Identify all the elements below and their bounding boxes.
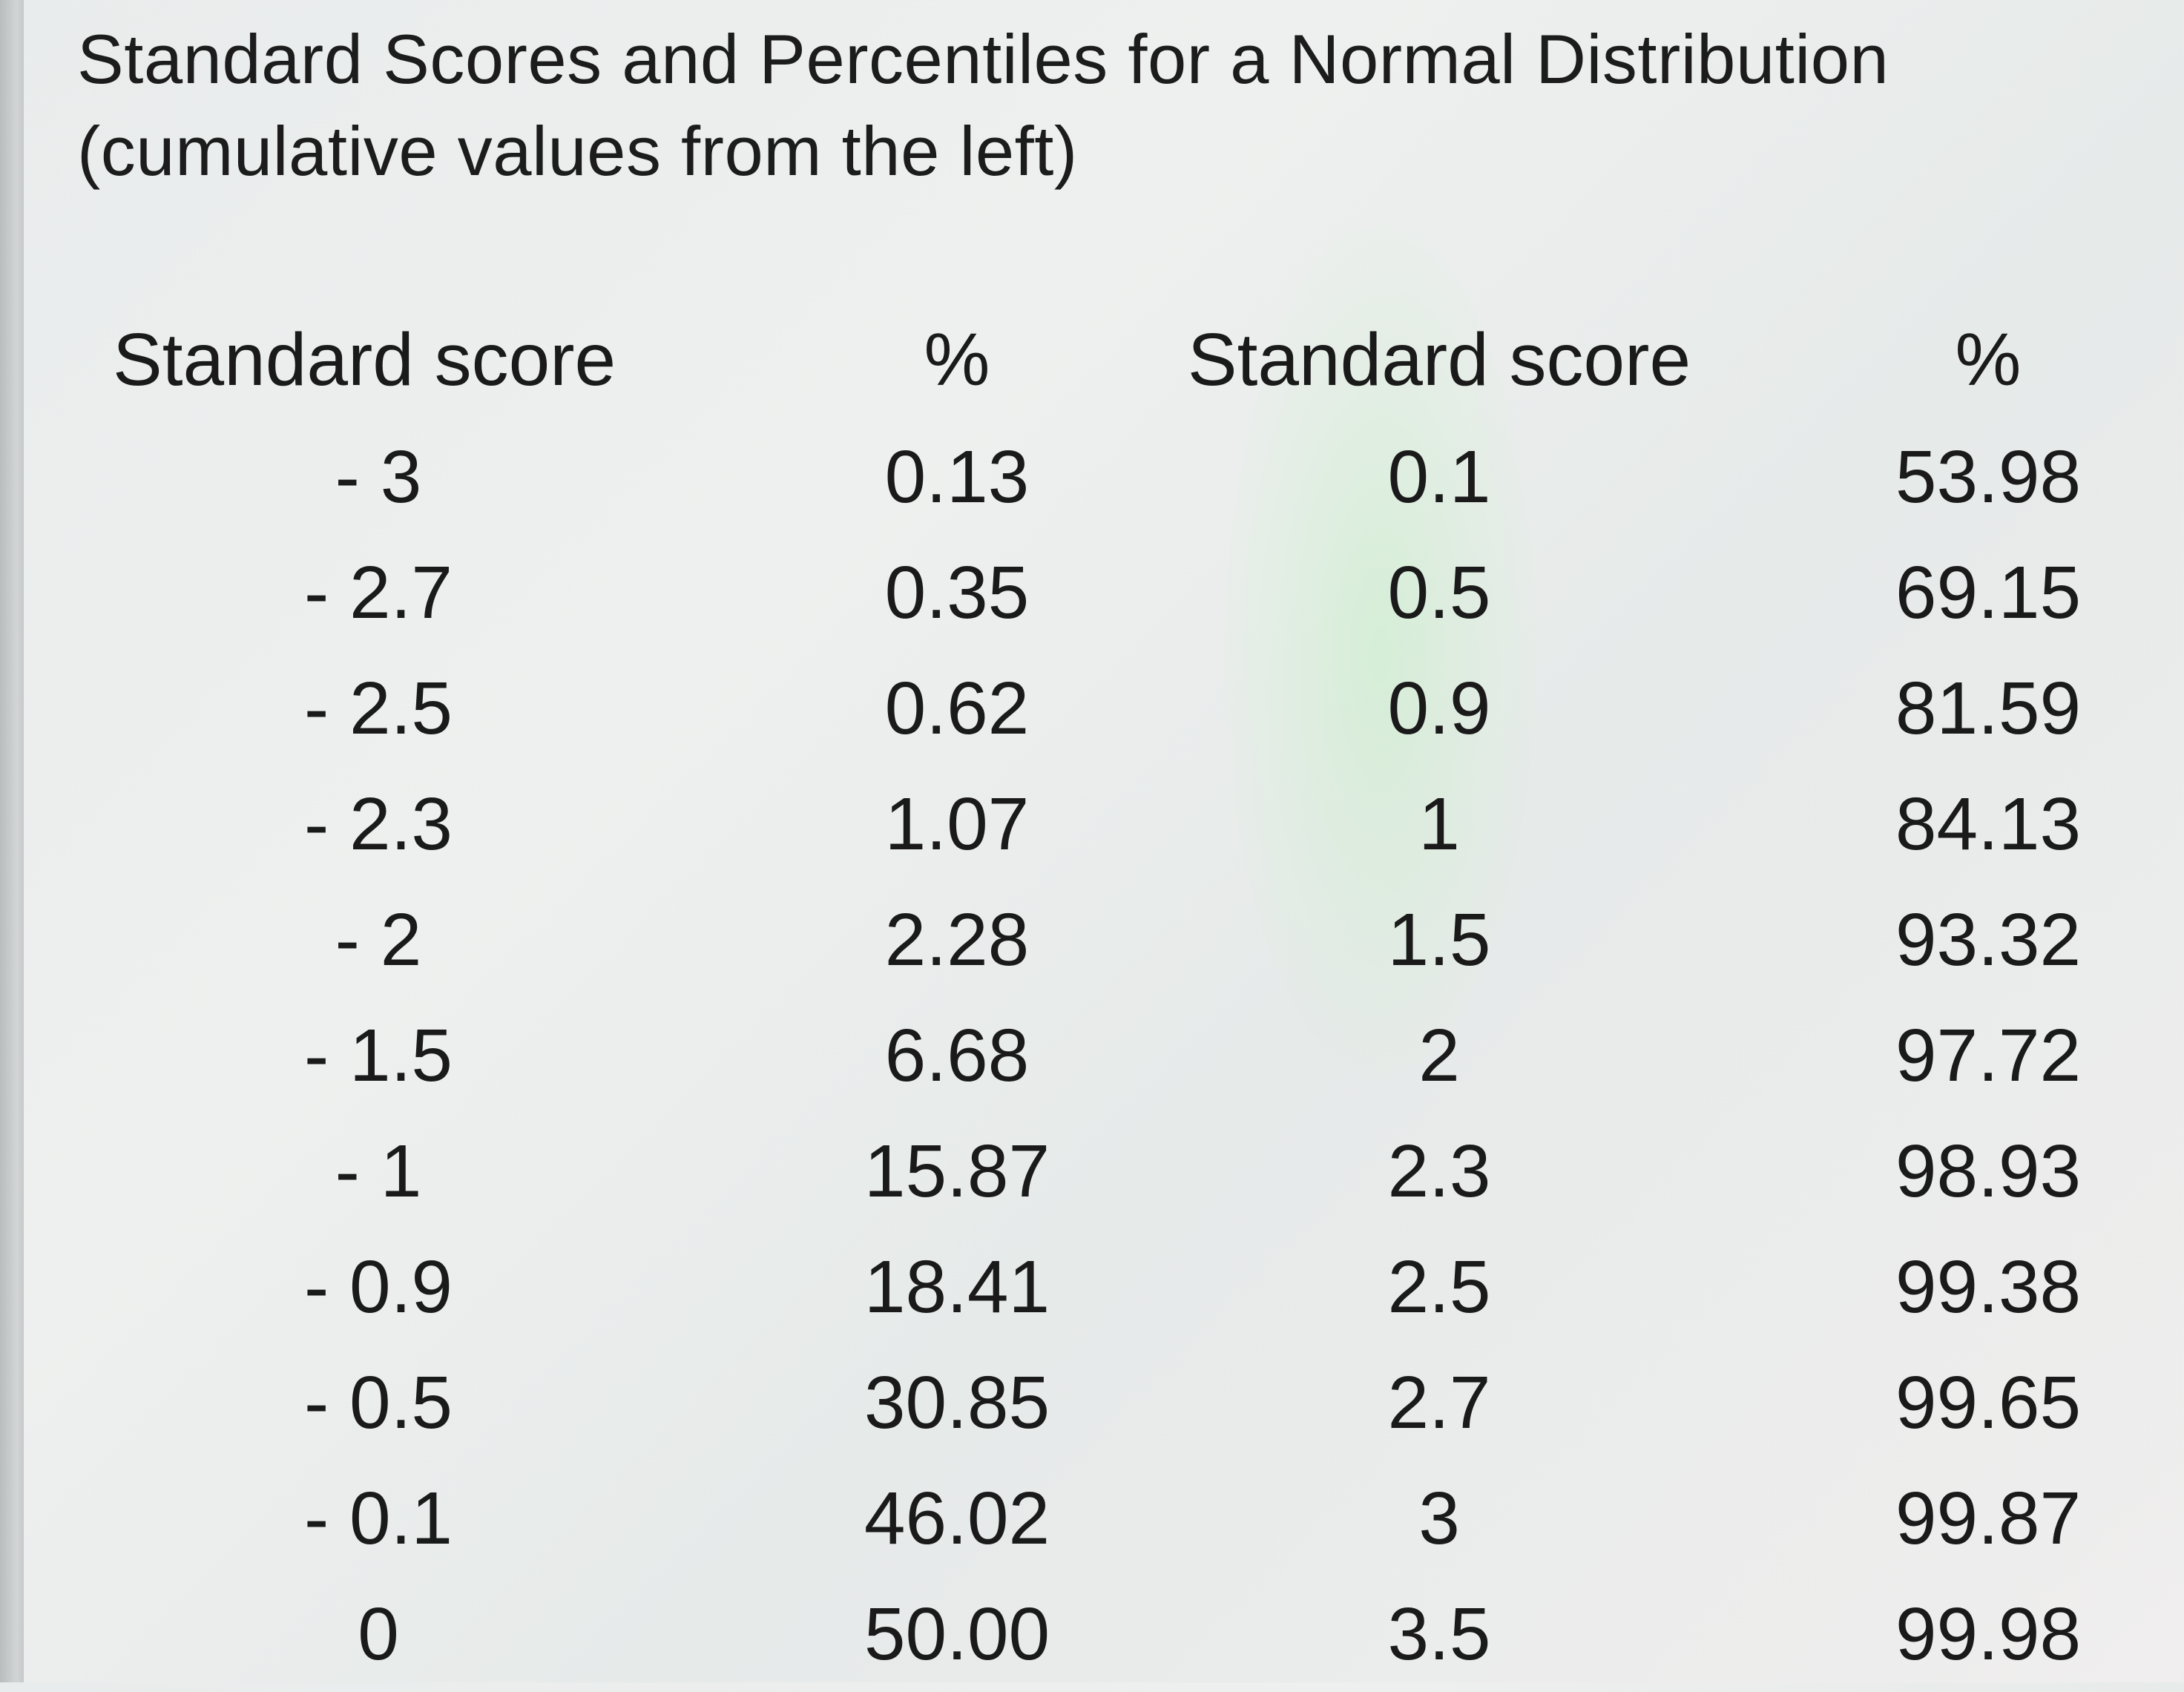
standard-score-right-cell: 0.9 bbox=[1387, 667, 1491, 750]
standard-score-left-cell: - 0.9 bbox=[303, 1245, 453, 1329]
percent-left-cell: 46.02 bbox=[864, 1477, 1050, 1560]
title-line-2: (cumulative values from the left) bbox=[77, 112, 1078, 190]
table-row: - 2.3 1.07 1 84.13 bbox=[74, 766, 2081, 882]
table-row: - 2.7 0.35 0.5 69.15 bbox=[74, 535, 2081, 651]
standard-score-left-cell: - 2 bbox=[335, 898, 422, 981]
standard-score-right-cell: 0.1 bbox=[1387, 435, 1491, 519]
standard-score-right-cell: 0.5 bbox=[1387, 551, 1491, 634]
percent-right-cell: 99.65 bbox=[1895, 1361, 2082, 1444]
percent-left-cell: 0.35 bbox=[884, 551, 1030, 634]
percent-left-cell: 6.68 bbox=[884, 1014, 1030, 1097]
percent-right-cell: 98.93 bbox=[1895, 1130, 2082, 1213]
standard-score-left-cell: - 0.1 bbox=[303, 1477, 453, 1560]
percent-right-cell: 99.87 bbox=[1895, 1477, 2082, 1560]
percent-left-cell: 18.41 bbox=[864, 1245, 1050, 1329]
percent-left-cell: 1.07 bbox=[884, 783, 1030, 866]
percent-left-cell: 0.13 bbox=[884, 435, 1030, 519]
standard-score-left-cell: - 2.5 bbox=[303, 667, 453, 750]
standard-score-right-cell: 2.3 bbox=[1387, 1130, 1491, 1213]
percent-left-cell: 0.62 bbox=[884, 667, 1030, 750]
standard-score-right-cell: 3.5 bbox=[1387, 1593, 1491, 1676]
standard-score-right-cell: 1.5 bbox=[1387, 898, 1491, 981]
standard-score-left-cell: - 2.3 bbox=[303, 783, 453, 866]
percent-right-cell: 81.59 bbox=[1895, 667, 2082, 750]
standard-score-right-cell: 2.5 bbox=[1387, 1245, 1491, 1329]
table-row: - 0.9 18.41 2.5 99.38 bbox=[74, 1229, 2081, 1345]
standard-score-right-cell: 3 bbox=[1418, 1477, 1460, 1560]
table-row: - 1.5 6.68 2 97.72 bbox=[74, 998, 2081, 1113]
page-title: Standard Scores and Percentiles for a No… bbox=[77, 13, 1889, 197]
standard-score-left-cell: - 1 bbox=[335, 1130, 422, 1213]
header-percent-right: % bbox=[1955, 318, 2022, 401]
percent-left-cell: 15.87 bbox=[864, 1130, 1050, 1213]
standard-score-left-cell: - 1.5 bbox=[303, 1014, 453, 1097]
screen-bezel bbox=[0, 0, 24, 1682]
table-header-row: Standard score % Standard score % bbox=[74, 300, 2077, 419]
percent-right-cell: 84.13 bbox=[1895, 783, 2082, 866]
percent-right-cell: 53.98 bbox=[1895, 435, 2082, 519]
percent-right-cell: 99.98 bbox=[1895, 1593, 2082, 1676]
percent-right-cell: 69.15 bbox=[1895, 551, 2082, 634]
table-row: - 0.5 30.85 2.7 99.65 bbox=[74, 1345, 2081, 1461]
standard-score-right-cell: 1 bbox=[1418, 783, 1460, 866]
standard-score-left-cell: 0 bbox=[358, 1593, 399, 1676]
standard-score-left-cell: - 2.7 bbox=[303, 551, 453, 634]
percentile-table: Standard score % Standard score % - 3 0.… bbox=[74, 300, 2081, 1692]
table-row: 0 50.00 3.5 99.98 bbox=[74, 1576, 2081, 1692]
standard-score-right-cell: 2.7 bbox=[1387, 1361, 1491, 1444]
percent-right-cell: 97.72 bbox=[1895, 1014, 2082, 1097]
header-percent-left: % bbox=[924, 318, 990, 401]
percent-left-cell: 50.00 bbox=[864, 1593, 1050, 1676]
percent-right-cell: 99.38 bbox=[1895, 1245, 2082, 1329]
table-row: - 0.1 46.02 3 99.87 bbox=[74, 1461, 2081, 1576]
percent-left-cell: 30.85 bbox=[864, 1361, 1050, 1444]
table-row: - 3 0.13 0.1 53.98 bbox=[74, 419, 2081, 535]
title-line-1: Standard Scores and Percentiles for a No… bbox=[77, 20, 1889, 98]
percent-left-cell: 2.28 bbox=[884, 898, 1030, 981]
header-standard-score-left: Standard score bbox=[113, 318, 616, 401]
table-row: - 2 2.28 1.5 93.32 bbox=[74, 882, 2081, 998]
standard-score-left-cell: - 3 bbox=[335, 435, 422, 519]
standard-score-left-cell: - 0.5 bbox=[303, 1361, 453, 1444]
standard-score-right-cell: 2 bbox=[1418, 1014, 1460, 1097]
header-standard-score-right: Standard score bbox=[1187, 318, 1691, 401]
table-row: - 1 15.87 2.3 98.93 bbox=[74, 1113, 2081, 1229]
percent-right-cell: 93.32 bbox=[1895, 898, 2082, 981]
table-row: - 2.5 0.62 0.9 81.59 bbox=[74, 651, 2081, 766]
